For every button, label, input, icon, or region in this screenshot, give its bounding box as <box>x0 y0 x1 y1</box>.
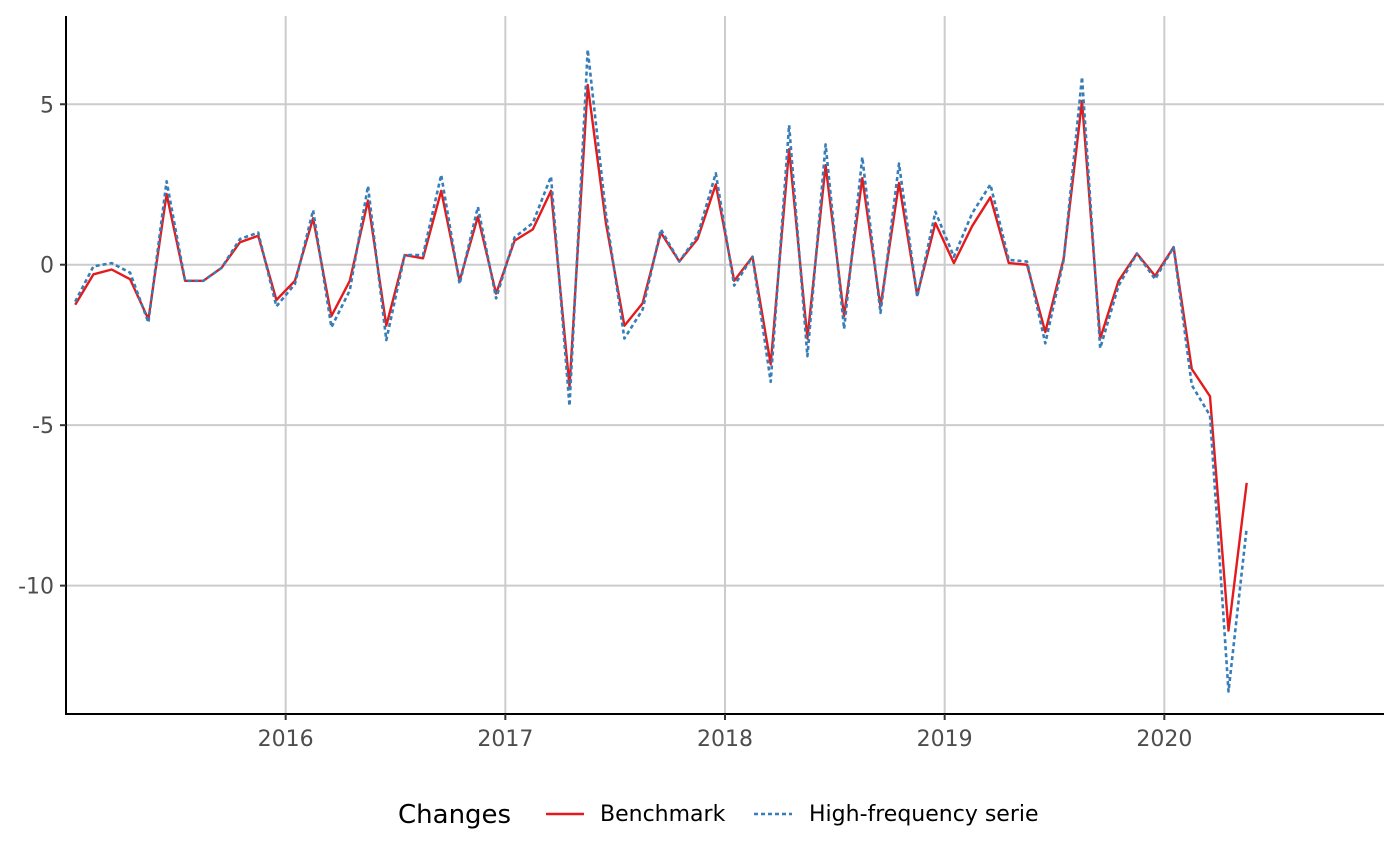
x-tick-label-2019: 2019 <box>917 727 973 752</box>
series-line-high-frequency-serie <box>74 48 1248 693</box>
y-tick-label-5: -5 <box>32 414 54 439</box>
legend: Changes Benchmark High-frequency serie <box>398 800 1039 830</box>
x-tick-label-2016: 2016 <box>258 727 314 752</box>
series-line-benchmark <box>74 83 1248 632</box>
y-tick-label-10: -10 <box>18 575 54 600</box>
legend-title: Changes <box>398 800 511 830</box>
y-tick-label-0: 0 <box>40 254 54 279</box>
x-tick-label-2017: 2017 <box>477 727 533 752</box>
grid <box>66 16 1384 714</box>
y-tick-label-5: 5 <box>40 93 54 118</box>
x-tick-label-2018: 2018 <box>697 727 753 752</box>
x-tick-label-2020: 2020 <box>1136 727 1192 752</box>
plot-area <box>74 48 1248 693</box>
x-axis-ticks: 2016 2017 2018 2019 2020 <box>258 714 1192 752</box>
legend-label-high-frequency-serie: High-frequency serie <box>809 802 1039 827</box>
y-axis-ticks: 5 0 -5 -10 <box>18 93 66 600</box>
legend-label-benchmark: Benchmark <box>600 802 726 827</box>
